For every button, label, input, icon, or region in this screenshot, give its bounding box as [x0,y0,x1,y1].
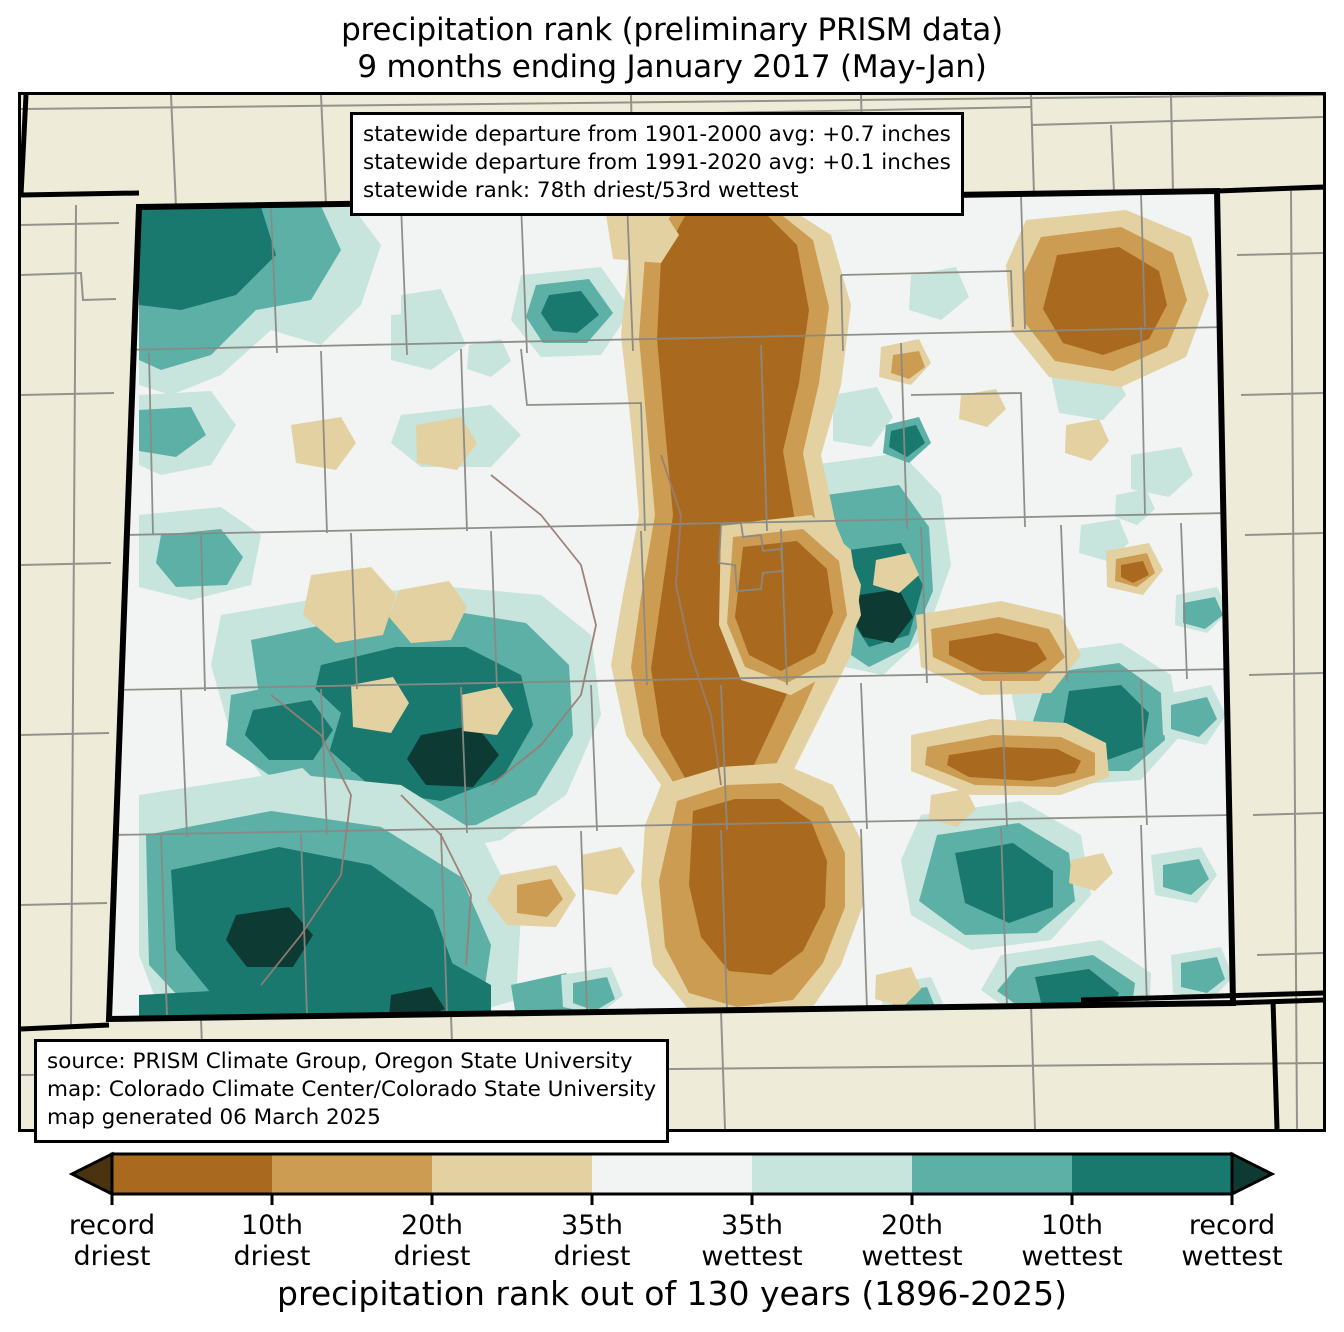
colorbar-over-arrow [1230,1151,1276,1197]
dry-regions [291,203,1209,1019]
page-title: precipitation rank (preliminary PRISM da… [0,12,1344,85]
colorbar-label-top-0: record [68,1210,156,1241]
colorbar-outline [110,1152,1234,1196]
title-line-2: 9 months ending January 2017 (May-Jan) [357,48,987,85]
colorbar-label-bottom-2: driest [393,1241,471,1273]
colorbar-label-bottom-4: wettest [701,1241,803,1273]
source-line-2: map: Colorado Climate Center/Colorado St… [47,1076,657,1102]
colorbar-band-4 [752,1154,912,1194]
source-line-3: map generated 06 March 2025 [47,1104,381,1130]
colorbar-label-bottom-7: wettest [1181,1241,1283,1273]
colorbar-label-top-7: record [1188,1210,1276,1241]
county-lines [110,192,1233,1018]
colorbar-axis-label: precipitation rank out of 130 years (189… [277,1274,1067,1313]
colorbar-label-0: record driest [17,1210,207,1273]
colorbar-label-top-4: 35th [720,1210,784,1241]
colorbar-band-6 [1072,1154,1232,1194]
colorbar-band-0 [112,1154,272,1194]
colorbar-label-2: 20th driest [337,1210,527,1273]
stats-line-2: statewide departure from 1991-2020 avg: … [363,149,951,175]
colorbar-label-6: 10th wettest [977,1210,1167,1273]
source-credits-box: source: PRISM Climate Group, Oregon Stat… [34,1039,670,1143]
colorbar-band-5 [912,1154,1072,1194]
precip-rank-contours [109,191,1233,1019]
statewide-stats-box: statewide departure from 1901-2000 avg: … [350,112,964,216]
colorbar-label-4: 35th wettest [657,1210,847,1273]
colorbar-label-bottom-1: driest [233,1241,311,1273]
colorbar-swatches [68,1151,1276,1205]
colorbar-label-bottom-3: driest [553,1241,631,1273]
source-line-1: source: PRISM Climate Group, Oregon Stat… [47,1049,633,1074]
colorbar-label-bottom-0: driest [73,1241,151,1273]
colorbar-band-2 [432,1154,592,1194]
colorbar-label-1: 10th driest [177,1210,367,1273]
map-canvas [18,92,1326,1132]
colorbar-label-top-3: 35th [560,1210,624,1241]
colorbar-tick-labels: record driest 10th driest 20th driest 35th drie… [0,1210,1344,1288]
colorbar-band-3 [592,1154,752,1194]
colorbar-label-top-5: 20th [880,1210,944,1241]
colorbar-label-top-2: 20th [400,1210,464,1241]
colorbar-label-7: record wettest [1137,1210,1327,1273]
colorbar-label-top-6: 10th [1040,1210,1104,1241]
stats-line-1: statewide departure from 1901-2000 avg: … [363,122,951,147]
colorbar-label-top-1: 10th [240,1210,304,1241]
colorbar-under-arrow [68,1151,114,1197]
colorbar-label-3: 35th driest [497,1210,687,1273]
colorbar-label-bottom-6: wettest [1021,1241,1123,1273]
colorbar-label-5: 20th wettest [817,1210,1007,1273]
neighbor-state-borders [21,95,1323,1129]
colorbar-band-1 [272,1154,432,1194]
colorado-precip-rank-map [21,95,1323,1129]
colorbar-label-bottom-5: wettest [861,1241,963,1273]
colorbar-legend: record driest 10th driest 20th driest 35th drie… [0,1146,1344,1332]
title-line-1: precipitation rank (preliminary PRISM da… [341,12,1003,48]
stats-line-3: statewide rank: 78th driest/53rd wettest [363,177,799,203]
